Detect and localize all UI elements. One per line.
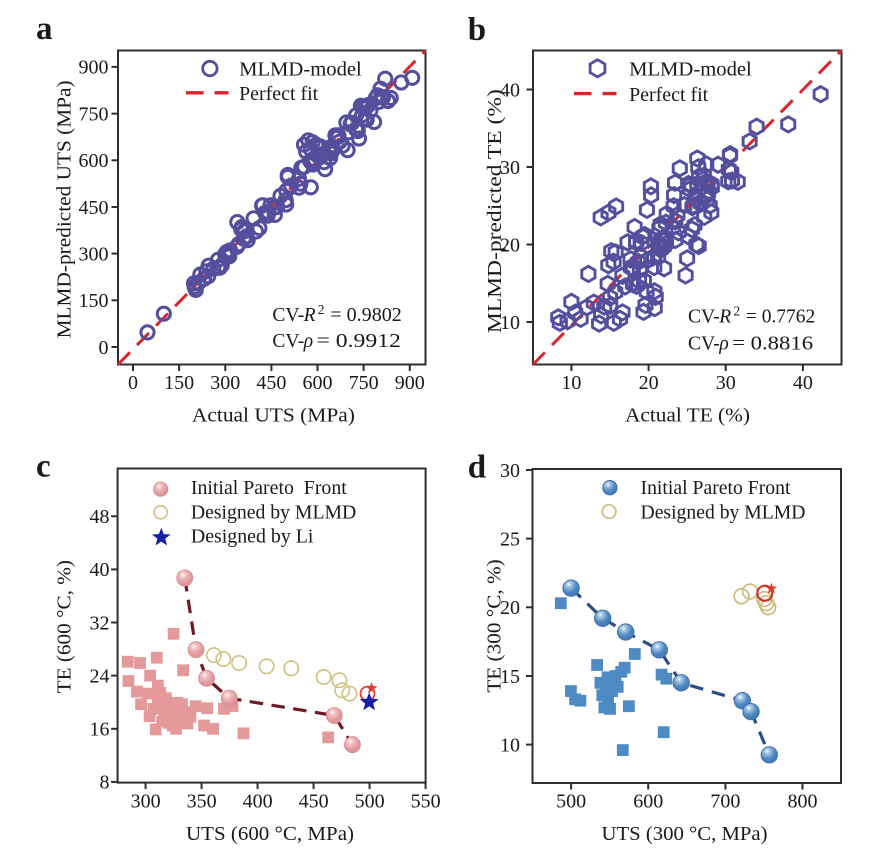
- svg-text:20: 20: [500, 597, 520, 619]
- svg-text:300: 300: [210, 372, 240, 394]
- svg-text:Designed by MLMD: Designed by MLMD: [191, 502, 356, 523]
- svg-text:550: 550: [411, 791, 441, 813]
- svg-text:10: 10: [500, 312, 520, 334]
- svg-text:MLMD-predicted TE (%): MLMD-predicted TE (%): [484, 89, 506, 333]
- svg-text:d: d: [468, 449, 486, 485]
- svg-text:UTS (600 °C, MPa): UTS (600 °C, MPa): [186, 823, 354, 845]
- svg-text:8: 8: [100, 772, 110, 794]
- svg-text:48: 48: [90, 506, 110, 528]
- svg-text:20: 20: [500, 234, 520, 256]
- svg-text:400: 400: [243, 791, 273, 813]
- svg-text:CV-R2= 0.9802: CV-R 2 = 0.9802: [272, 302, 401, 326]
- svg-text:150: 150: [79, 290, 109, 312]
- svg-text:600: 600: [633, 791, 663, 813]
- svg-text:450: 450: [299, 791, 329, 813]
- svg-text:150: 150: [164, 372, 194, 394]
- svg-text:40: 40: [90, 559, 110, 581]
- svg-text:Designed by Li: Designed by Li: [191, 527, 314, 548]
- svg-text:700: 700: [710, 791, 740, 813]
- svg-text:MLMD-predicted UTS (MPa): MLMD-predicted UTS (MPa): [54, 80, 76, 338]
- svg-text:300: 300: [131, 791, 161, 813]
- svg-text:450: 450: [79, 197, 109, 219]
- svg-text:a: a: [36, 11, 53, 47]
- svg-text:CV-R2= 0.7762: CV-R 2 = 0.7762: [688, 304, 815, 328]
- svg-text:10: 10: [561, 372, 581, 394]
- svg-text:750: 750: [349, 372, 379, 394]
- svg-text:800: 800: [788, 791, 818, 813]
- svg-text:30: 30: [716, 372, 736, 394]
- svg-text:25: 25: [500, 528, 520, 550]
- svg-text:15: 15: [500, 666, 520, 688]
- svg-text:10: 10: [500, 734, 520, 756]
- svg-text:30: 30: [500, 460, 520, 482]
- svg-text:Initial Pareto Front: Initial Pareto Front: [191, 478, 347, 499]
- svg-text:Perfect fit: Perfect fit: [239, 84, 319, 105]
- svg-text:32: 32: [90, 612, 110, 634]
- svg-text:Actual UTS (MPa): Actual UTS (MPa): [192, 404, 355, 426]
- svg-text:30: 30: [500, 157, 520, 179]
- svg-text:300: 300: [79, 243, 109, 265]
- svg-text:0: 0: [99, 337, 109, 359]
- svg-text:24: 24: [90, 665, 110, 687]
- svg-text:MLMD-model: MLMD-model: [239, 59, 362, 80]
- svg-text:Perfect fit: Perfect fit: [629, 85, 709, 106]
- svg-text:450: 450: [256, 372, 286, 394]
- svg-text:40: 40: [793, 372, 813, 394]
- svg-text:500: 500: [355, 791, 385, 813]
- svg-text:500: 500: [556, 791, 586, 813]
- svg-text:600: 600: [303, 372, 333, 394]
- svg-text:16: 16: [90, 719, 110, 741]
- svg-text:Designed by MLMD: Designed by MLMD: [641, 503, 806, 524]
- svg-text:c: c: [36, 449, 51, 485]
- svg-text:Actual TE (%): Actual TE (%): [625, 404, 750, 426]
- svg-text:0: 0: [128, 372, 138, 394]
- svg-text:CV-ρ= 0.8816: CV-ρ = 0.8816: [688, 333, 813, 354]
- svg-text:TE (300 °C, %): TE (300 °C, %): [483, 559, 505, 692]
- svg-text:20: 20: [639, 372, 659, 394]
- svg-text:CV-ρ= 0.9912: CV-ρ = 0.9912: [272, 331, 401, 352]
- svg-text:750: 750: [79, 103, 109, 125]
- svg-text:40: 40: [500, 79, 520, 101]
- svg-text:900: 900: [79, 57, 109, 79]
- svg-text:b: b: [468, 12, 486, 48]
- svg-text:Initial Pareto Front: Initial Pareto Front: [641, 478, 792, 499]
- svg-text:MLMD-model: MLMD-model: [629, 59, 752, 80]
- svg-text:UTS (300 °C, MPa): UTS (300 °C, MPa): [602, 823, 768, 845]
- svg-text:900: 900: [395, 372, 425, 394]
- svg-text:TE (600 °C, %): TE (600 °C, %): [54, 560, 76, 693]
- svg-text:600: 600: [79, 150, 109, 172]
- svg-text:350: 350: [187, 791, 217, 813]
